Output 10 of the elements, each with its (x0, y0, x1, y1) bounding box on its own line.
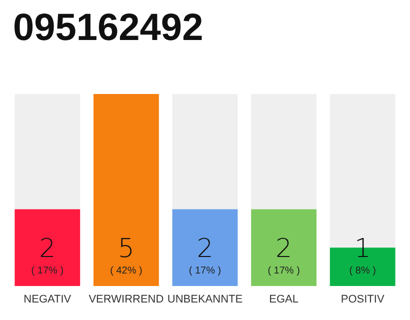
data-label: 2 ( 17% ) (268, 234, 300, 276)
data-label: 5 ( 42% ) (110, 234, 142, 276)
x-tick-label: NEGATIV (24, 294, 72, 306)
chart-title: 095162492 (13, 7, 204, 49)
x-tick-label: UNBEKANNTE (167, 294, 243, 306)
data-label: 2 ( 17% ) (188, 234, 222, 276)
x-tick-label: EGAL (269, 294, 298, 306)
data-label: 2 ( 17% ) (31, 234, 64, 276)
x-tick-label: VERWIRREND (88, 294, 164, 306)
x-tick-label: POSITIV (340, 294, 385, 306)
